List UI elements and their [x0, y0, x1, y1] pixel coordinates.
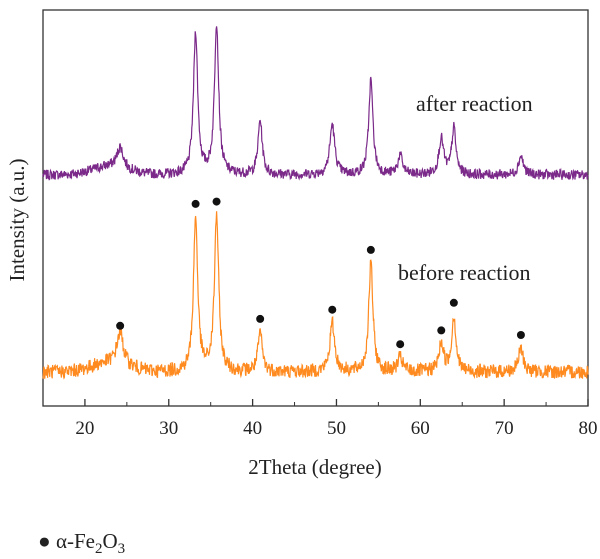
x-tick-label-80: 80 — [579, 418, 598, 439]
series-label-before: before reaction — [398, 260, 531, 285]
legend-sub-1: 2 — [95, 541, 103, 557]
x-axis-title: 2Theta (degree) — [248, 455, 382, 479]
peak-marker-5 — [366, 245, 375, 254]
legend-sub-2: 3 — [118, 541, 126, 557]
x-tick-label-50: 50 — [327, 418, 346, 439]
peak-marker-7 — [437, 326, 446, 335]
x-tick-label-70: 70 — [495, 418, 514, 439]
peak-markers — [116, 197, 525, 349]
peak-marker-0 — [116, 321, 125, 330]
peak-marker-3 — [256, 314, 265, 323]
legend: ● α-Fe2O3 — [38, 529, 125, 557]
peak-marker-6 — [396, 340, 405, 349]
series-label-after: after reaction — [416, 91, 533, 116]
series-curves — [42, 26, 589, 380]
y-axis-title: Intensity (a.u.) — [5, 158, 29, 281]
x-tick-label-30: 30 — [159, 418, 178, 439]
series-line-1 — [42, 211, 589, 380]
x-ticks: 20 30 40 50 60 70 80 — [42, 399, 598, 439]
peak-marker-2 — [212, 197, 221, 206]
peak-marker-4 — [328, 305, 337, 314]
x-tick-label-60: 60 — [411, 418, 430, 439]
legend-marker: ● — [38, 529, 51, 553]
x-tick-label-20: 20 — [75, 418, 94, 439]
legend-mid: O — [103, 529, 118, 553]
peak-marker-9 — [516, 331, 525, 339]
legend-label: α-Fe2O3 — [56, 529, 125, 557]
x-tick-label-40: 40 — [243, 418, 262, 439]
peak-marker-8 — [449, 298, 458, 307]
peak-marker-1 — [191, 199, 200, 208]
plot-frame — [42, 9, 589, 407]
legend-text: α-Fe — [56, 529, 95, 553]
series-line-0 — [42, 26, 589, 181]
